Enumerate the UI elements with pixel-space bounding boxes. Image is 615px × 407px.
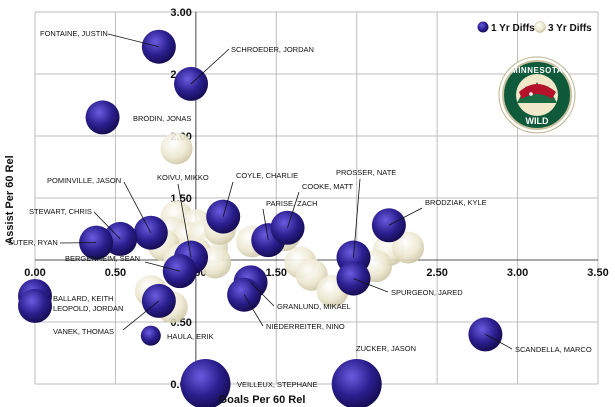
bubble-1yr [331,359,382,407]
point-label: VEILLEUX, STEPHANE [237,380,317,389]
point-label: SUTER, RYAN [8,238,58,247]
leader-line [123,181,152,233]
leader-line [353,278,389,293]
point-label: SCANDELLA, MARCO [515,345,592,354]
point-label: VANEK, THOMAS [53,327,114,336]
bubble-1yr [140,325,161,346]
point-label: SCHROEDER, JORDAN [231,45,314,54]
bubble-1yr [85,100,120,135]
point-label: COOKE, MATT [302,182,354,191]
leader-line [243,294,264,327]
point-label: NIEDERREITER, NINO [266,322,345,331]
point-label: GRANLUND, MIKAEL [277,302,351,311]
legend-label-3yr: 3 Yr Diffs [548,23,592,34]
y-axis-title: Assist Per 60 Rel [4,155,16,244]
point-label: PARISE, ZACH [266,199,318,208]
x-axis-title: Goals Per 60 Rel [219,394,306,406]
legend: 1 Yr Diffs 3 Yr Diffs [477,21,592,34]
x-tick-label: 3.00 [507,267,528,279]
point-label: BERGENHEIM, SEAN [65,254,140,263]
point-label: COYLE, CHARLIE [236,171,298,180]
bubble-1yr [180,359,231,407]
point-label: STEWART, CHRIS [29,207,92,216]
team-logo: MINNESOTA WILD [498,56,576,134]
leader-line [93,211,121,240]
leader-line [262,208,269,241]
y-tick-label: 3.00 [170,7,191,19]
leader-line [485,334,513,350]
leader-line [287,191,300,228]
point-label: BRODIN, JONAS [133,114,191,123]
point-label: SPURGEON, JARED [391,288,463,297]
leader-line [388,207,423,226]
point-label: ZUCKER, JASON [356,344,416,353]
bubble-1yr [18,288,52,323]
x-tick-label: 0.50 [105,267,126,279]
point-label: PROSSER, NATE [336,168,396,177]
leader-line [122,300,160,331]
series-1yr [18,29,503,407]
x-tick-label: 0.00 [24,267,45,279]
logo-text-top: MINNESOTA [511,66,563,75]
point-label: HAULA, ERIK [167,332,214,341]
point-label: BRODZIAK, KYLE [425,198,487,207]
bubble-3yr [392,231,425,264]
leader-line [250,282,275,307]
leader-line [353,178,361,258]
point-label: FONTAINE, JUSTIN [40,29,108,38]
legend-marker-3yr [534,21,546,33]
x-tick-label: 1.50 [266,267,287,279]
point-label: KOIVU, MIKKO [157,173,209,182]
leader-line [222,181,234,217]
legend-marker-1yr [477,21,489,33]
x-tick-label: 3.50 [587,267,608,279]
point-label: POMINVILLE, JASON [47,176,121,185]
leader-line [107,33,159,48]
leader-line [177,183,192,258]
point-label: LEOPOLD, JORDAN [53,304,123,313]
logo-text-bottom: WILD [526,116,549,126]
leader-line [144,261,180,272]
point-labels: FONTAINE, JUSTIN SCHROEDER, JORDAN BRODIN,… [8,29,592,389]
legend-label-1yr: 1 Yr Diffs [491,23,535,34]
bubble-3yr [160,132,193,165]
leader-line [190,48,230,85]
point-label: BALLARD, KEITH [53,294,113,303]
x-tick-label: 2.50 [426,267,447,279]
